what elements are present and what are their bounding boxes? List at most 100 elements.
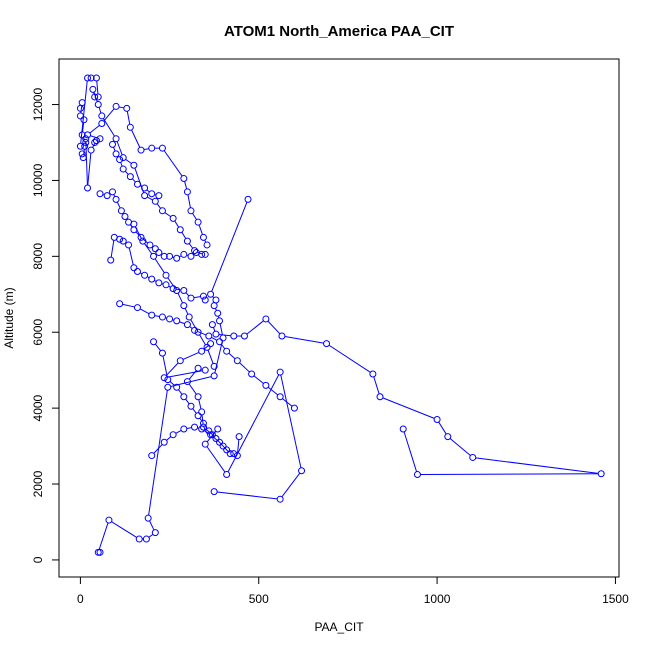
data-point [214, 309, 222, 317]
data-point [148, 311, 156, 319]
series-line-segment [475, 457, 599, 474]
series-line-segment [135, 231, 140, 236]
y-tick-label: 8000 [31, 243, 45, 270]
data-point [298, 467, 306, 475]
data-point [223, 471, 231, 479]
data-point [207, 431, 215, 439]
data-point [191, 326, 199, 334]
series-line-segment [189, 326, 193, 329]
data-point [80, 116, 88, 124]
data-point [137, 233, 145, 241]
series-line-segment [373, 376, 380, 395]
data-point [433, 416, 441, 424]
data-point [191, 423, 199, 431]
data-point [151, 197, 159, 205]
data-point [192, 249, 200, 257]
data-point [444, 433, 452, 441]
series-line-segment [206, 446, 226, 473]
data-point [173, 254, 181, 262]
series-line-segment [187, 194, 191, 208]
data-point [173, 383, 181, 391]
series-line-segment [420, 473, 599, 476]
series-line-segment [197, 330, 207, 336]
series-line-segment [185, 292, 190, 297]
series-line-segment [192, 213, 197, 220]
series-line-segment [98, 522, 109, 550]
series-line-segment [125, 158, 132, 164]
series-line-segment [111, 521, 137, 538]
series-line-segment [87, 153, 92, 186]
series-line-segment [403, 431, 418, 472]
data-point [82, 135, 90, 143]
data-point [142, 535, 150, 543]
series-line-segment [175, 429, 182, 434]
data-point [276, 368, 284, 376]
series-line-segment [166, 436, 172, 441]
series-line-segment [103, 108, 115, 122]
data-point [199, 233, 207, 241]
data-point [158, 349, 166, 357]
series-line-segment [154, 258, 165, 274]
data-point [219, 442, 227, 450]
data-point [187, 294, 195, 302]
series-line-segment [186, 427, 192, 429]
x-tick-label: 0 [77, 592, 84, 606]
data-point [137, 146, 145, 154]
data-point [205, 427, 213, 435]
series-line-segment [179, 321, 185, 325]
data-point [126, 173, 134, 181]
data-point [148, 144, 156, 152]
data-point [399, 425, 407, 433]
data-point [194, 218, 202, 226]
series-line-segment [98, 107, 102, 114]
data-point [133, 304, 141, 312]
data-point [130, 161, 138, 169]
data-point [94, 101, 102, 109]
series-line-segment [188, 243, 194, 249]
y-tick-label: 12000 [31, 88, 45, 122]
data-point [597, 470, 605, 478]
series-line-segment [211, 336, 218, 341]
data-point [187, 252, 195, 260]
data-point [413, 471, 421, 479]
data-point [169, 285, 177, 293]
series-line-segment [96, 80, 99, 95]
series-line-segment [228, 352, 236, 360]
data-point [173, 286, 181, 294]
data-point [141, 271, 149, 279]
data-point [203, 241, 211, 249]
series-line-segment [131, 129, 141, 148]
data-point [87, 146, 95, 154]
series-line-segment [280, 374, 302, 468]
data-point [148, 190, 156, 198]
y-axis-label: Altitude (m) [2, 287, 16, 348]
data-point [141, 184, 149, 192]
data-point [212, 296, 220, 304]
y-tick-label: 6000 [31, 319, 45, 346]
series-line-segment [328, 344, 371, 373]
series-line-segment [199, 252, 203, 255]
data-point [133, 268, 141, 276]
data-point [119, 237, 127, 245]
data-point [201, 366, 209, 374]
data-point [84, 131, 92, 139]
series-line-segment [438, 421, 447, 435]
series-line-segment [144, 243, 153, 255]
data-point [180, 250, 188, 258]
series-line-segment [198, 224, 203, 235]
y-tick-label: 10000 [31, 163, 45, 197]
data-point [76, 112, 84, 120]
data-point [112, 135, 120, 143]
data-point [162, 281, 170, 289]
series-line-segment [122, 303, 135, 308]
data-point [158, 207, 166, 215]
data-point [116, 300, 124, 308]
data-point [369, 370, 377, 378]
y-tick-label: 4000 [31, 394, 45, 421]
data-point [173, 317, 181, 325]
series-line-segment [82, 122, 85, 132]
data-point [210, 372, 218, 380]
data-point [148, 452, 156, 460]
data-point [125, 241, 133, 249]
